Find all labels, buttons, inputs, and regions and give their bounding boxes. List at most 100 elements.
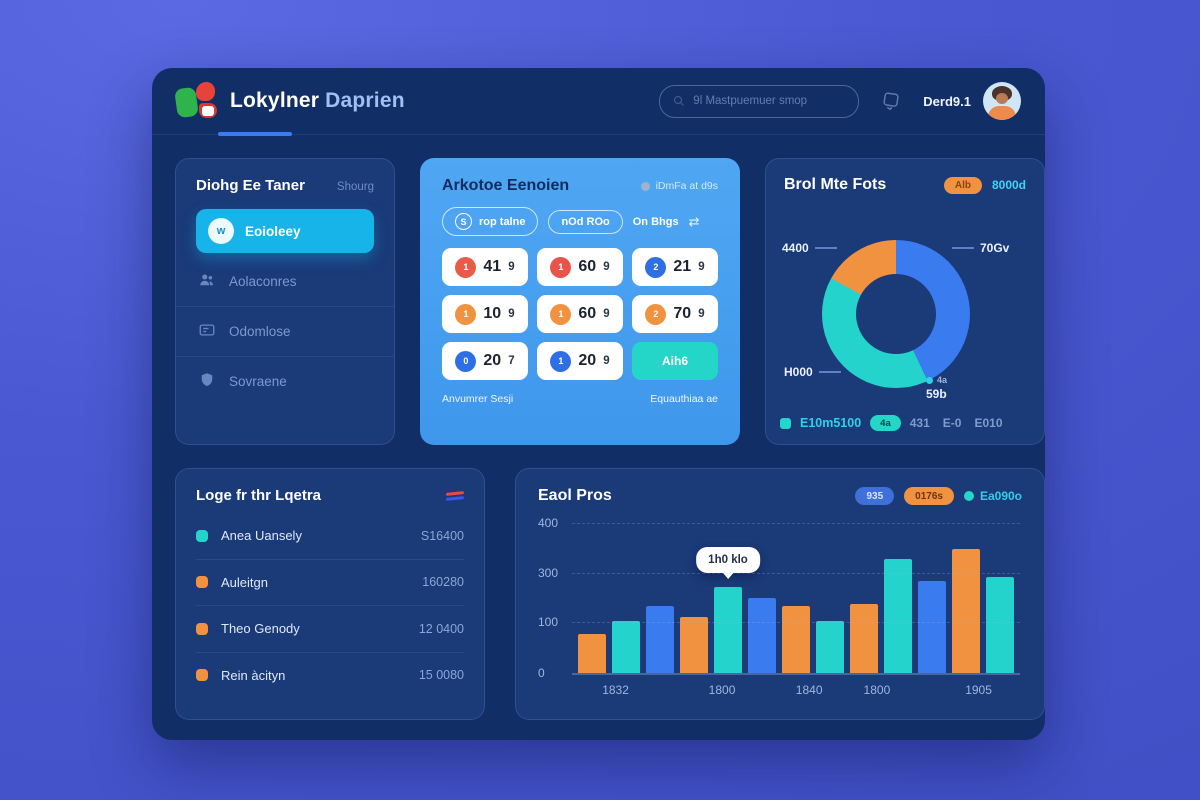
sidebar-item-active[interactable]: w Eoioleey — [196, 209, 374, 253]
brand-title: Lokylner Daprien — [230, 89, 405, 113]
keypad-title: Arkotoe Eenoien — [442, 177, 570, 194]
cell-sub-number: 9 — [603, 308, 610, 320]
cell-sub-number: 9 — [508, 308, 515, 320]
chart-bar[interactable] — [850, 603, 878, 673]
list-header: Loge fr thr Lqetra — [196, 487, 465, 504]
row-label: Theo Genody — [221, 621, 300, 637]
cell-badge-icon: 1 — [550, 350, 572, 372]
cell-sub-number: 9 — [603, 261, 610, 273]
cell-number: 70 — [673, 305, 692, 322]
cell-number: 10 — [483, 305, 502, 322]
chart-bar[interactable] — [714, 586, 742, 673]
filter-pill-3[interactable]: On Bhgs — [633, 211, 679, 233]
sidebar-title-badge: Shourg — [336, 181, 374, 193]
cell-sub-number: 7 — [508, 355, 515, 367]
row-label: Rein àcityn — [221, 667, 286, 683]
chart-bar[interactable] — [612, 620, 640, 673]
row-bullet-icon — [196, 529, 208, 542]
keypad-cell[interactable]: 1 60 9 — [537, 295, 623, 333]
cell-number: 41 — [483, 258, 502, 275]
x-axis-tick: 1800 — [863, 683, 891, 697]
chart-bar[interactable] — [748, 598, 776, 673]
mini-trend-icon — [445, 490, 465, 501]
sidebar-header: Diohg Ee Taner Shourg — [176, 177, 394, 194]
cell-sub-number: 9 — [508, 261, 515, 273]
filter-pill-2[interactable]: nOd ROo — [548, 209, 623, 234]
search-input[interactable]: 9l Mastpuemuer smop — [659, 84, 860, 118]
cell-number: 20 — [483, 352, 502, 369]
keypad-card: Arkotoe Eenoien iDmFa at d9s S rop talne… — [420, 158, 740, 445]
donut-callout-bottom-left: H000 — [784, 365, 841, 379]
x-axis-tick: 1840 — [795, 683, 823, 697]
list-rows: Anea Uansely S16400 Auleitgn 160280 Theo Gen… — [196, 513, 464, 698]
keypad-cell[interactable]: 2 21 9 — [632, 248, 718, 286]
chart-bar[interactable] — [986, 577, 1014, 673]
gridline — [572, 622, 1020, 623]
callout-line — [818, 371, 841, 373]
sidebar-item[interactable]: Odomlose — [176, 306, 394, 356]
keypad-cell[interactable]: 2 70 9 — [632, 295, 718, 333]
filter-pill-2-label: nOd ROo — [561, 215, 610, 228]
list-row[interactable]: Rein àcityn 15 0080 — [196, 653, 464, 699]
cell-badge-icon: 1 — [455, 256, 477, 278]
cell-badge-icon: 2 — [645, 303, 667, 325]
keypad-grid: 1 41 9 1 60 9 2 21 9 1 10 9 1 60 9 2 70 9 0 20 7 1 20 9 Aih6 — [442, 248, 718, 380]
legend-dot-item: Ea090o — [963, 489, 1022, 503]
app-header: Lokylner Daprien 9l Mastpuemuer smop Derd… — [152, 68, 1045, 136]
keypad-header: Arkotoe Eenoien iDmFa at d9s — [442, 177, 718, 195]
donut-footer-pill: 4a — [870, 415, 901, 431]
donut-chart — [822, 240, 970, 388]
cell-badge-icon: 1 — [550, 256, 572, 278]
legend-list-card: Loge fr thr Lqetra Anea Uansely S16400 Aul… — [175, 468, 485, 720]
cell-sub-number: 9 — [603, 355, 610, 367]
notifications-icon[interactable] — [871, 81, 911, 121]
keypad-action-button[interactable]: Aih6 — [632, 342, 718, 380]
keypad-cell[interactable]: 1 41 9 — [442, 248, 528, 286]
row-label: Anea Uansely — [221, 528, 302, 544]
list-row[interactable]: Anea Uansely S16400 — [196, 513, 464, 560]
legend-dot-icon — [963, 491, 974, 501]
brand-name-secondary: Daprien — [325, 89, 405, 112]
chart-bar[interactable] — [646, 605, 674, 673]
row-value: 12 0400 — [418, 621, 464, 636]
cell-number: 20 — [578, 352, 597, 369]
status-dot-icon — [640, 181, 650, 191]
chart-bar[interactable] — [918, 581, 946, 673]
legend-dot-label: Ea090o — [979, 489, 1022, 503]
filter-pill-1[interactable]: S rop talne — [442, 207, 539, 236]
cell-number: 60 — [578, 305, 597, 322]
y-axis-tick: 400 — [538, 516, 559, 530]
keypad-cell[interactable]: 1 10 9 — [442, 295, 528, 333]
chart-bar[interactable] — [816, 620, 844, 673]
sidebar-shield-icon — [198, 371, 216, 392]
sidebar-item-label: Eoioleey — [245, 223, 301, 239]
chart-bar[interactable] — [680, 616, 708, 673]
chart-bar[interactable] — [578, 633, 606, 673]
legend-pill-blue: 935 — [855, 487, 895, 505]
y-axis-tick: 0 — [538, 666, 545, 680]
callout-value: H000 — [784, 365, 813, 379]
swap-icon[interactable]: ⇄ — [688, 213, 700, 229]
keypad-cell[interactable]: 0 20 7 — [442, 342, 528, 380]
sidebar-item[interactable]: Aolaconres — [176, 257, 394, 306]
sidebar-active-icon: w — [208, 218, 234, 244]
chart-bar[interactable] — [884, 558, 912, 673]
list-row[interactable]: Theo Genody 12 0400 — [196, 606, 464, 653]
list-row[interactable]: Auleitgn 160280 — [196, 560, 464, 606]
chart-bar[interactable] — [952, 549, 980, 673]
gridline — [572, 523, 1020, 524]
x-axis-tick: 1905 — [965, 683, 992, 697]
sidebar-item[interactable]: Sovraene — [176, 356, 394, 406]
legend-square-icon — [780, 417, 791, 429]
cell-number: 21 — [673, 258, 692, 275]
x-axis-tick: 1800 — [708, 683, 736, 697]
user-avatar[interactable] — [983, 82, 1021, 120]
keypad-cell[interactable]: 1 20 9 — [537, 342, 623, 380]
callout-value: 59b — [926, 387, 947, 401]
keypad-cell[interactable]: 1 60 9 — [537, 248, 623, 286]
chart-bar[interactable] — [782, 605, 810, 673]
callout-tag: 4a — [926, 375, 947, 385]
keypad-subtitle-text: iDmFa at d9s — [655, 180, 718, 192]
bar-chart-card: Eaol Pros 935 0176s Ea090o 1h0 klo 400 30… — [515, 468, 1045, 720]
row-value: 160280 — [422, 575, 464, 590]
